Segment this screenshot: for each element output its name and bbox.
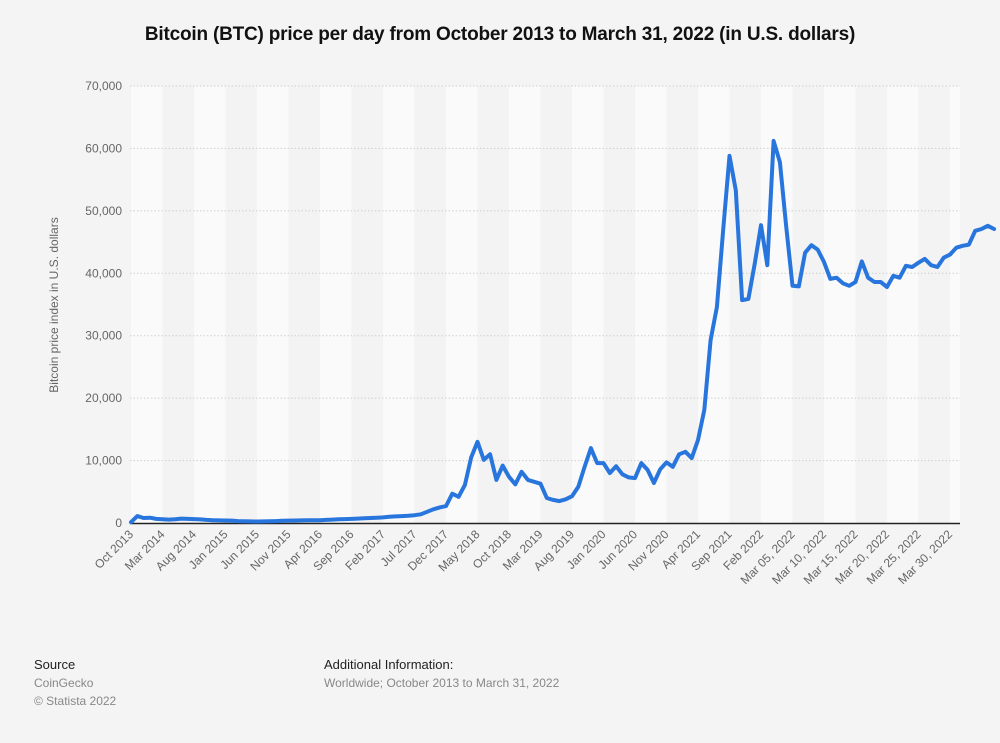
background-band: [509, 86, 541, 523]
background-band: [351, 86, 383, 523]
background-band: [887, 86, 919, 523]
background-band: [257, 86, 289, 523]
background-band: [855, 86, 887, 523]
background-band: [698, 86, 730, 523]
y-tick-label: 10,000: [85, 454, 122, 468]
y-axis-ticks: 0 10,000 20,000 30,000 40,000 50,000 60,000 70,…: [85, 79, 122, 530]
y-tick-label: 40,000: [85, 266, 122, 280]
background-band: [414, 86, 446, 523]
background-band: [792, 86, 824, 523]
y-tick-label: 0: [115, 516, 122, 530]
additional-info-heading: Additional Information:: [324, 657, 454, 672]
background-band: [194, 86, 226, 523]
background-band: [635, 86, 667, 523]
y-tick-label: 50,000: [85, 204, 122, 218]
y-tick-label: 70,000: [85, 79, 122, 93]
y-tick-label: 20,000: [85, 391, 122, 405]
background-band: [761, 86, 793, 523]
background-band: [950, 86, 960, 523]
series-line-bitcoin-price: [129, 138, 997, 525]
chart-title: Bitcoin (BTC) price per day from October…: [144, 24, 856, 45]
line-chart: 0 10,000 20,000 30,000 40,000 50,000 60,000 70,…: [47, 79, 997, 587]
background-band: [131, 86, 163, 523]
background-band: [225, 86, 257, 523]
background-band: [162, 86, 194, 523]
background-bands: [131, 86, 960, 523]
background-band: [320, 86, 352, 523]
source-heading: Source: [34, 657, 76, 672]
background-band: [603, 86, 635, 523]
y-tick-label: 30,000: [85, 329, 122, 343]
y-tick-label: 60,000: [85, 141, 122, 155]
source-coingecko: CoinGecko: [34, 676, 94, 690]
background-band: [477, 86, 509, 523]
background-band: [572, 86, 604, 523]
background-band: [729, 86, 761, 523]
background-band: [918, 86, 950, 523]
source-copyright: © Statista 2022: [34, 694, 117, 708]
background-band: [824, 86, 856, 523]
background-band: [383, 86, 415, 523]
background-band: [288, 86, 320, 523]
y-axis-label: Bitcoin price index in U.S. dollars: [47, 217, 61, 392]
additional-info-text: Worldwide; October 2013 to March 31, 202…: [324, 676, 560, 690]
background-band: [540, 86, 572, 523]
